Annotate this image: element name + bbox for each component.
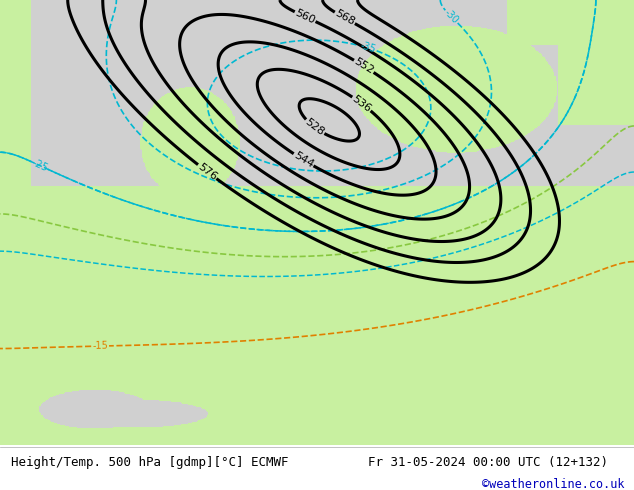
Text: 568: 568	[333, 8, 356, 27]
Text: Fr 31-05-2024 00:00 UTC (12+132): Fr 31-05-2024 00:00 UTC (12+132)	[368, 456, 608, 468]
Text: -30: -30	[443, 8, 460, 26]
Text: -15: -15	[92, 341, 108, 351]
Text: -25: -25	[30, 158, 49, 173]
Text: 560: 560	[294, 8, 317, 26]
Text: Height/Temp. 500 hPa [gdmp][°C] ECMWF: Height/Temp. 500 hPa [gdmp][°C] ECMWF	[11, 456, 289, 468]
Text: 528: 528	[303, 117, 326, 138]
Text: 552: 552	[353, 56, 375, 76]
Text: ©weatheronline.co.uk: ©weatheronline.co.uk	[482, 478, 624, 490]
Text: 536: 536	[350, 94, 373, 114]
Text: -35: -35	[359, 41, 377, 55]
Text: 576: 576	[196, 161, 219, 182]
Text: 544: 544	[292, 150, 315, 170]
